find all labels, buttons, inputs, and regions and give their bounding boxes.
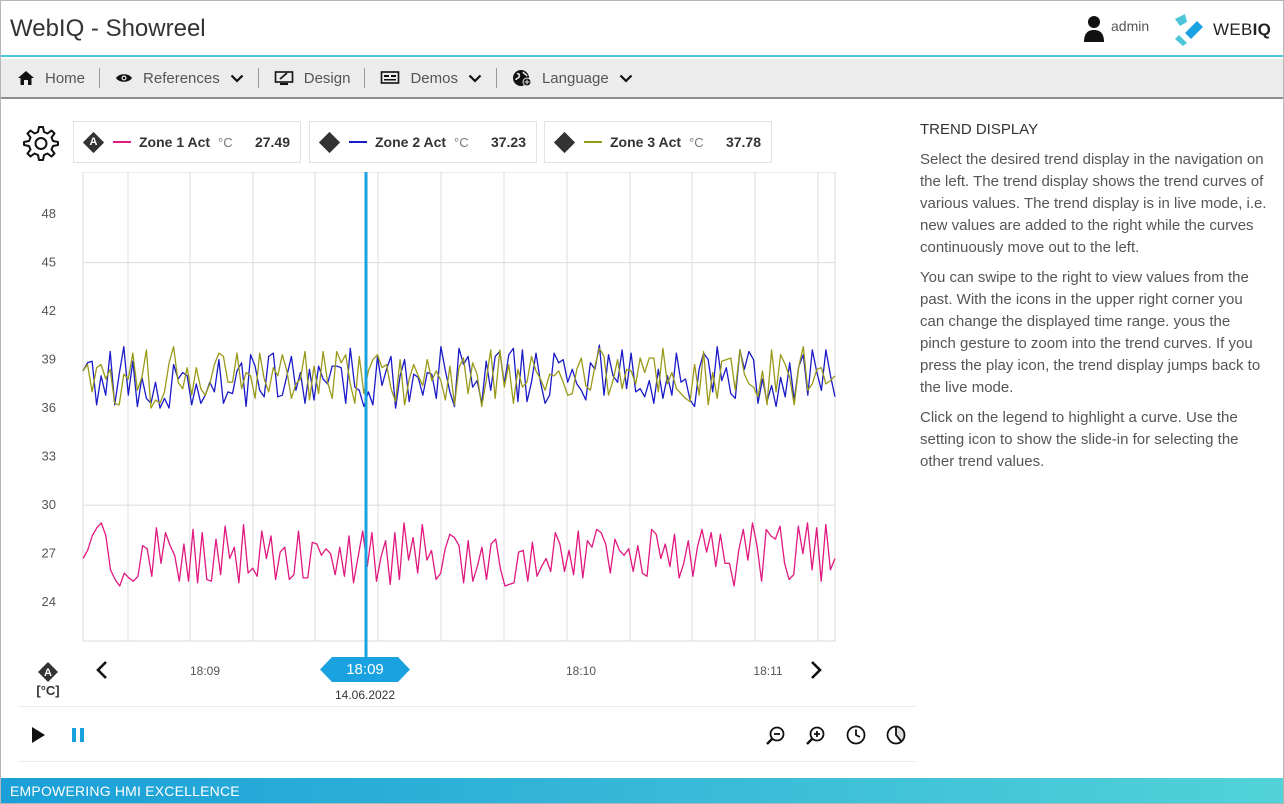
clock-history-icon [886,725,906,745]
play-icon [32,727,45,743]
legend-line-swatch [584,141,602,143]
y-tick-label: 33 [42,449,56,464]
pause-button[interactable] [66,723,90,747]
series-line-1 [82,522,836,587]
logo-text-bold: IQ [1252,20,1272,39]
y-tick-label: 24 [42,594,56,609]
chevron-down-icon [619,74,633,83]
zoom-in-button[interactable] [804,723,828,747]
info-paragraph: Click on the legend to highlight a curve… [920,409,1239,470]
x-tick-label: 18:10 [566,664,596,678]
legend-item-zone-2[interactable]: Zone 2 Act °C 37.23 [309,121,537,163]
nav-label-design: Design [303,69,351,87]
chevron-down-icon [230,74,244,83]
cursor-time: 18:09 [346,661,384,678]
time-cursor-handle[interactable] [320,657,410,682]
design-icon [274,70,294,86]
legend-line-swatch [113,141,131,143]
info-panel: TREND DISPLAY Select the desired trend d… [920,119,1270,481]
legend-item-zone-3[interactable]: Zone 3 Act °C 37.78 [544,121,772,163]
app-title: WebIQ - Showreel [10,15,206,42]
y-tick-label: 48 [42,206,56,221]
footer-bar: EMPOWERING HMI EXCELLENCE [1,778,1283,803]
axis-a-diamond-icon: A [82,131,105,153]
nav-label-home: Home [45,69,86,87]
monitor-icon [380,70,400,86]
series-line-3 [82,346,836,409]
trend-chart[interactable]: 48 45 42 39 36 33 30 27 24 18:09 18:10 18:11 [18,172,916,704]
footer-text: EMPOWERING HMI EXCELLENCE [10,783,240,799]
y-tick-label: 27 [42,546,56,561]
chevron-right-icon[interactable] [805,659,827,681]
y-tick-label: 30 [42,497,56,512]
info-paragraph: You can swipe to the right to view value… [920,269,1261,396]
logo-text-light: WEB [1213,20,1253,39]
legend-value: 37.78 [725,134,761,150]
nav-separator [99,68,101,88]
nav-item-references[interactable]: References [115,66,258,90]
nav-item-design[interactable]: Design [274,66,365,90]
app-header: WebIQ - Showreel admin WEBIQ [1,1,1283,57]
plot-area [82,172,836,642]
y-tick-label: 39 [42,352,56,367]
trend-chart-panel[interactable]: 48 45 42 39 36 33 30 27 24 18:09 18:10 18:11 [18,172,916,704]
zoom-in-icon [806,726,825,745]
legend-unit: °C [689,134,704,150]
x-tick-label: 18:09 [190,664,220,678]
zoom-out-button[interactable] [764,723,788,747]
nav-separator [495,68,497,88]
legend-name: Zone 3 Act [610,134,682,150]
chevron-down-icon [468,74,482,83]
legend-name: Zone 1 Act [139,134,211,150]
nav-separator [257,68,259,88]
play-button[interactable] [26,723,50,747]
home-icon [17,70,35,86]
axis-a-diamond-icon: A [37,661,59,683]
axis-badge-letter: A [44,667,52,679]
legend-value: 27.49 [254,134,290,150]
eye-icon [115,72,133,84]
globe-icon [512,68,532,88]
cursor-date: 14.06.2022 [334,688,396,702]
webiq-logo: WEBIQ [1171,13,1271,47]
time-range-button[interactable] [844,723,868,747]
legend-name: Zone 2 Act [375,134,447,150]
nav-item-language[interactable]: Language [512,66,647,90]
zoom-out-icon [766,726,785,745]
axis-unit-label: [°C] [36,683,60,698]
logo-mark-icon [1175,14,1203,46]
legend-unit: °C [454,134,469,150]
legend-line-swatch [349,141,367,143]
nav-label-references: References [143,69,220,87]
nav-item-demos[interactable]: Demos [380,66,496,90]
clock-icon [846,725,866,745]
y-tick-label: 45 [42,255,56,270]
settings-gear-icon[interactable] [22,124,60,162]
nav-separator [364,68,366,88]
trend-controls [18,706,916,762]
y-tick-label: 36 [42,400,56,415]
info-paragraph: Select the desired trend display in the … [920,151,1267,256]
time-history-button[interactable] [884,723,908,747]
main-nav: Home References Design Demos Language [1,59,1283,99]
legend-value: 37.23 [490,134,526,150]
legend-unit: °C [218,134,233,150]
y-tick-label: 42 [42,303,56,318]
diamond-icon [553,131,576,153]
x-tick-label: 18:11 [753,664,782,678]
chevron-left-icon[interactable] [91,659,113,681]
user-menu[interactable]: admin [1083,15,1149,48]
user-icon [1083,15,1105,48]
nav-label-demos: Demos [410,69,458,87]
diamond-icon [318,131,341,153]
user-name: admin [1111,18,1150,34]
info-title: TREND DISPLAY [920,121,1039,138]
pause-icon [72,728,84,742]
legend-badge: A [89,135,98,148]
legend-item-zone-1[interactable]: A Zone 1 Act °C 27.49 [73,121,301,163]
nav-label-language: Language [541,69,609,87]
nav-item-home[interactable]: Home [17,66,99,90]
